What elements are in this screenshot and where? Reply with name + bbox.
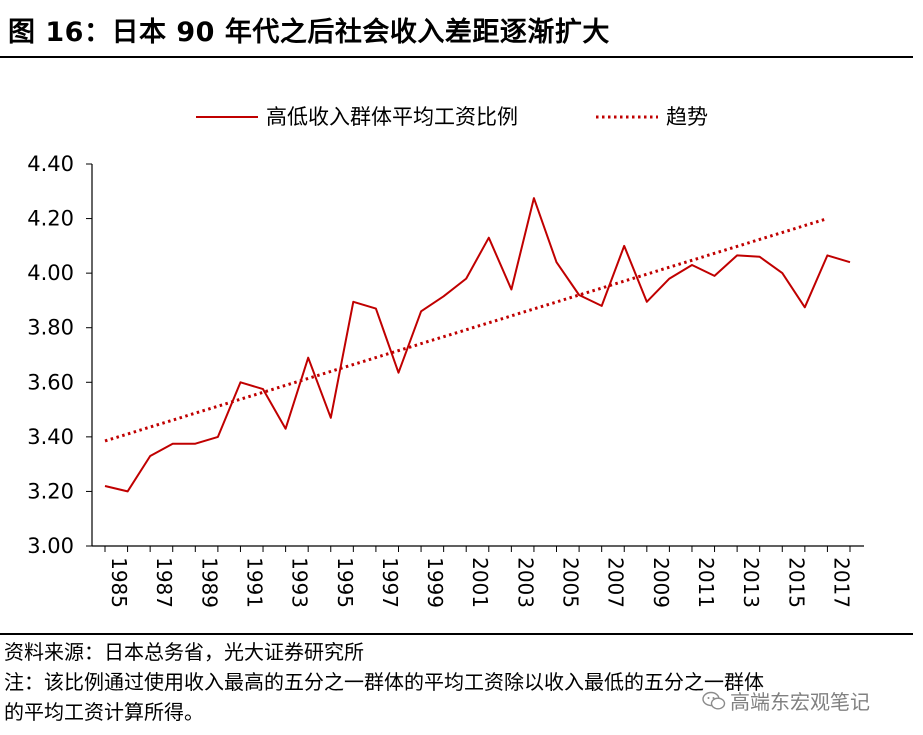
x-tick-label: 2009 [649,557,673,608]
chart-axes [86,163,864,552]
x-tick-label: 2013 [739,557,763,608]
x-tick-label: 1999 [423,557,447,608]
x-tick-label: 2015 [784,557,808,608]
figure-notes: 资料来源：日本总务省，光大证券研究所 注：该比例通过使用收入最高的五分之一群体的… [4,637,764,727]
watermark-text: 高端东宏观笔记 [730,690,870,714]
figure-title: 图 16：日本 90 年代之后社会收入差距逐渐扩大 [8,17,610,48]
chart-legend: 高低收入群体平均工资比例 趋势 [196,105,708,129]
y-tick-label: 4.40 [27,152,74,176]
legend-label-ratio: 高低收入群体平均工资比例 [266,105,518,129]
x-tick-label: 1997 [378,557,402,608]
x-tick-label: 1991 [242,557,266,608]
y-tick-labels: 3.00 3.20 3.40 3.60 3.80 4.00 4.20 4.40 [27,152,74,558]
income-ratio-line [104,197,851,493]
y-tick-label: 4.20 [27,207,74,231]
x-tick-label: 2003 [513,557,537,608]
y-tick-label: 3.40 [27,425,74,449]
x-tick-label: 2007 [604,557,628,608]
x-tick-label: 2011 [694,557,718,608]
y-tick-label: 3.60 [27,370,74,394]
x-tick-label: 2001 [468,557,492,608]
x-tick-label: 1989 [197,557,221,608]
legend-label-trend: 趋势 [666,105,708,129]
y-tick-label: 3.20 [27,479,74,503]
x-tick-labels: 1985 1987 1989 1991 1993 1995 1997 1999 2001 2003… [107,557,853,608]
trend-line [104,217,828,443]
x-tick-label: 1993 [288,557,312,608]
x-tick-label: 2005 [559,557,583,608]
x-tick-label: 1995 [333,557,357,608]
title-divider [0,56,913,58]
x-tick-label: 1985 [107,557,131,608]
chart-series [104,197,851,493]
line-chart: 高低收入群体平均工资比例 趋势 3.00 3.20 3.40 3.60 3.80 4.00 4… [27,105,864,608]
source-note: 资料来源：日本总务省，光大证券研究所 [4,640,364,664]
watermark: 高端东宏观笔记 [702,686,870,715]
notes-divider [0,633,913,635]
x-tick-label: 2017 [829,557,853,608]
y-tick-label: 4.00 [27,261,74,285]
method-note-line1: 注：该比例通过使用收入最高的五分之一群体的平均工资除以收入最低的五分之一群体 [4,670,764,694]
y-tick-label: 3.80 [27,316,74,340]
y-tick-label: 3.00 [27,534,74,558]
wechat-icon [702,691,726,710]
method-note-line2: 的平均工资计算所得。 [4,700,204,724]
x-tick-label: 1987 [152,557,176,608]
